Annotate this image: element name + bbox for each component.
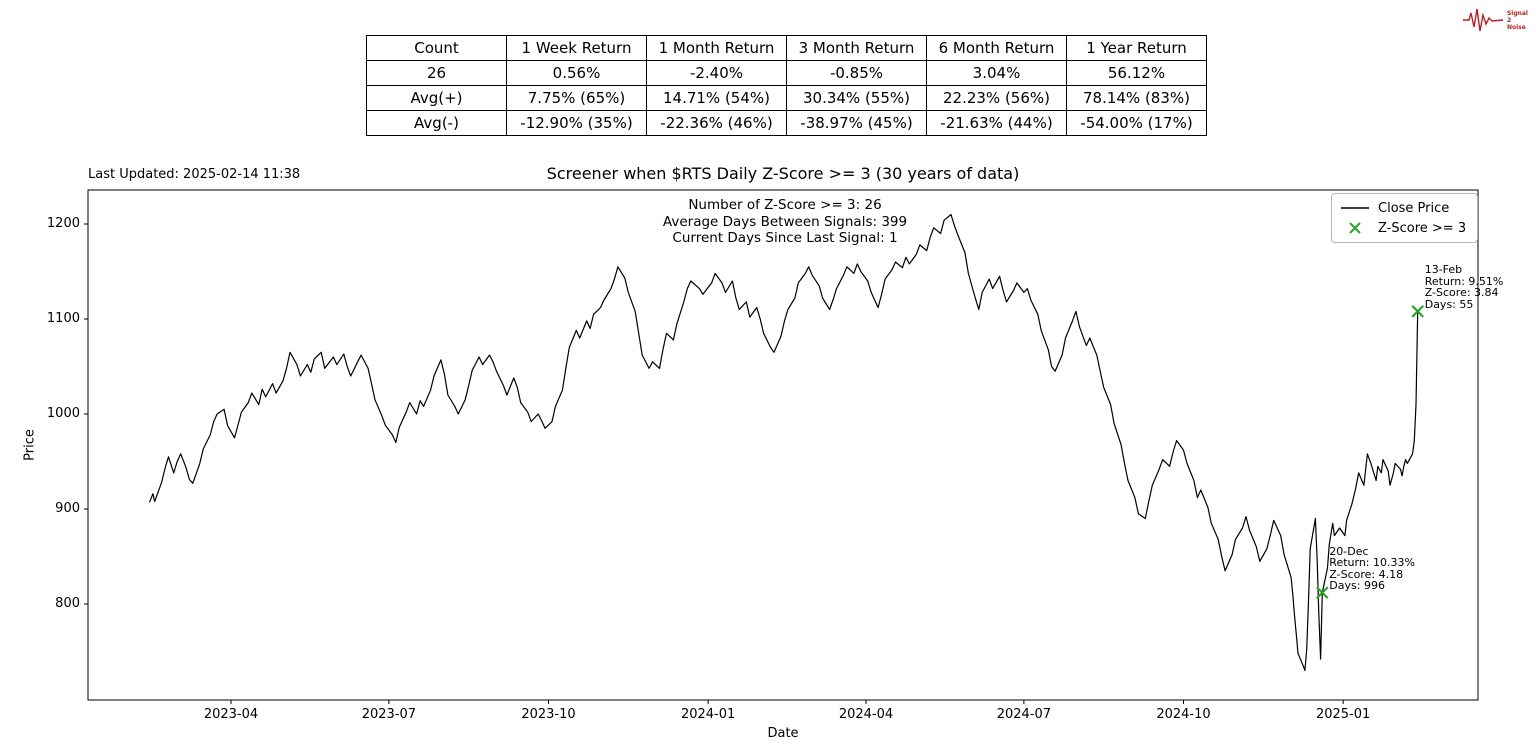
annotation-line: Number of Z-Score >= 3: 26: [688, 197, 882, 213]
line-sample-icon: [1341, 207, 1369, 209]
signal-annotation-line: Return: 9.51%: [1424, 274, 1504, 288]
stats-table-cell: -2.40%: [646, 60, 787, 86]
x-tick-label: 2025-01: [1315, 707, 1371, 722]
stats-table-header-cell: Count: [366, 35, 507, 61]
signal-annotation-line: 13-Feb: [1424, 263, 1463, 277]
stats-table-cell: -54.00% (17%): [1066, 110, 1207, 136]
signal-annotation: 13-Feb Return: 9.51% Z-Score: 3.84 Days: 55: [1425, 264, 1504, 310]
x-tick-label: 2023-10: [521, 707, 576, 722]
x-tick-label: 2024-07: [996, 707, 1052, 722]
signal-annotation-line: Return: 10.33%: [1329, 556, 1415, 570]
logo-text-line: 2: [1506, 16, 1512, 24]
x-tick-label: 2024-04: [838, 707, 894, 722]
stats-table-header-cell: 1 Week Return: [506, 35, 647, 61]
stats-table-cell: 56.12%: [1066, 60, 1207, 86]
signal-annotation-line: Days: 996: [1329, 579, 1385, 593]
stats-table-cell: -22.36% (46%): [646, 110, 787, 136]
stats-table-row: Avg(-) -12.90% (35%) -22.36% (46%) -38.97% …: [366, 110, 1207, 136]
close-price-line: [148, 213, 1419, 672]
stats-table-cell: Avg(-): [366, 110, 507, 136]
x-tick-label: 2024-01: [680, 707, 736, 722]
signal-annotation-line: Z-Score: 3.84: [1424, 286, 1499, 300]
z-score-signal-marker: [1316, 586, 1329, 599]
chart-title: Screener when $RTS Daily Z-Score >= 3 (3…: [546, 164, 1020, 183]
stats-table-row: 26 0.56% -2.40% -0.85% 3.04% 56.12%: [366, 60, 1207, 86]
chart-legend: Close Price Z-Score >= 3: [1331, 193, 1478, 243]
stats-table-header-row: Count 1 Week Return 1 Month Return 3 Month …: [366, 35, 1207, 61]
last-updated-label: Last Updated: 2025-02-14 11:38: [88, 167, 301, 182]
plot-border: [87, 189, 1479, 701]
y-tick-label: 1100: [46, 311, 80, 326]
waveform-icon: [1462, 8, 1504, 32]
y-tick-label: 900: [55, 501, 80, 516]
y-tick-label: 1200: [46, 216, 80, 231]
stats-table-cell: -21.63% (44%): [926, 110, 1067, 136]
signal-annotation: 20-Dec Return: 10.33% Z-Score: 4.18 Days: 9…: [1329, 546, 1415, 592]
stats-table-cell: 22.23% (56%): [926, 85, 1067, 111]
returns-stats-table: Count 1 Week Return 1 Month Return 3 Month …: [366, 35, 1207, 136]
y-tick-label: 800: [55, 596, 80, 611]
y-tick-label: 1000: [46, 406, 80, 421]
stats-table-cell: 30.34% (55%): [786, 85, 927, 111]
stats-table-header-cell: 3 Month Return: [786, 35, 927, 61]
legend-entry-close-price: Close Price: [1340, 201, 1469, 216]
annotation-line: Average Days Between Signals: 399: [662, 213, 908, 230]
legend-label: Z-Score >= 3: [1378, 220, 1467, 236]
signal-annotation-line: 20-Dec: [1329, 544, 1369, 558]
stats-table-header-cell: 1 Year Return: [1066, 35, 1207, 61]
signal-annotation-line: Z-Score: 4.18: [1329, 567, 1404, 581]
x-marker-icon: [1349, 222, 1361, 234]
x-tick-label: 2023-07: [361, 707, 417, 722]
stats-table-cell: 3.04%: [926, 60, 1067, 86]
x-tick-label: 2023-04: [203, 707, 259, 722]
stats-table-row: Avg(+) 7.75% (65%) 14.71% (54%) 30.34% (55%…: [366, 85, 1207, 111]
x-axis-label: Date: [767, 726, 799, 741]
signal-annotation-line: Days: 55: [1424, 297, 1474, 311]
logo-text-line: Signal: [1506, 9, 1528, 17]
logo-text-line: Noise: [1506, 23, 1526, 31]
signal2noise-logo: Signal 2 Noise: [1461, 5, 1528, 35]
z-score-signal-marker: [1411, 305, 1424, 318]
chart-annotation-block: Number of Z-Score >= 3: 26 Average Days …: [663, 197, 907, 247]
annotation-line: Current Days Since Last Signal: 1: [672, 230, 898, 246]
stats-table-cell: 26: [366, 60, 507, 86]
legend-label: Close Price: [1378, 200, 1450, 216]
stats-table-cell: 78.14% (83%): [1066, 85, 1207, 111]
stats-table-header-cell: 6 Month Return: [926, 35, 1067, 61]
logo-text: Signal 2 Noise: [1507, 10, 1528, 31]
legend-entry-zscore: Z-Score >= 3: [1340, 221, 1469, 236]
x-tick-label: 2024-10: [1156, 707, 1211, 722]
